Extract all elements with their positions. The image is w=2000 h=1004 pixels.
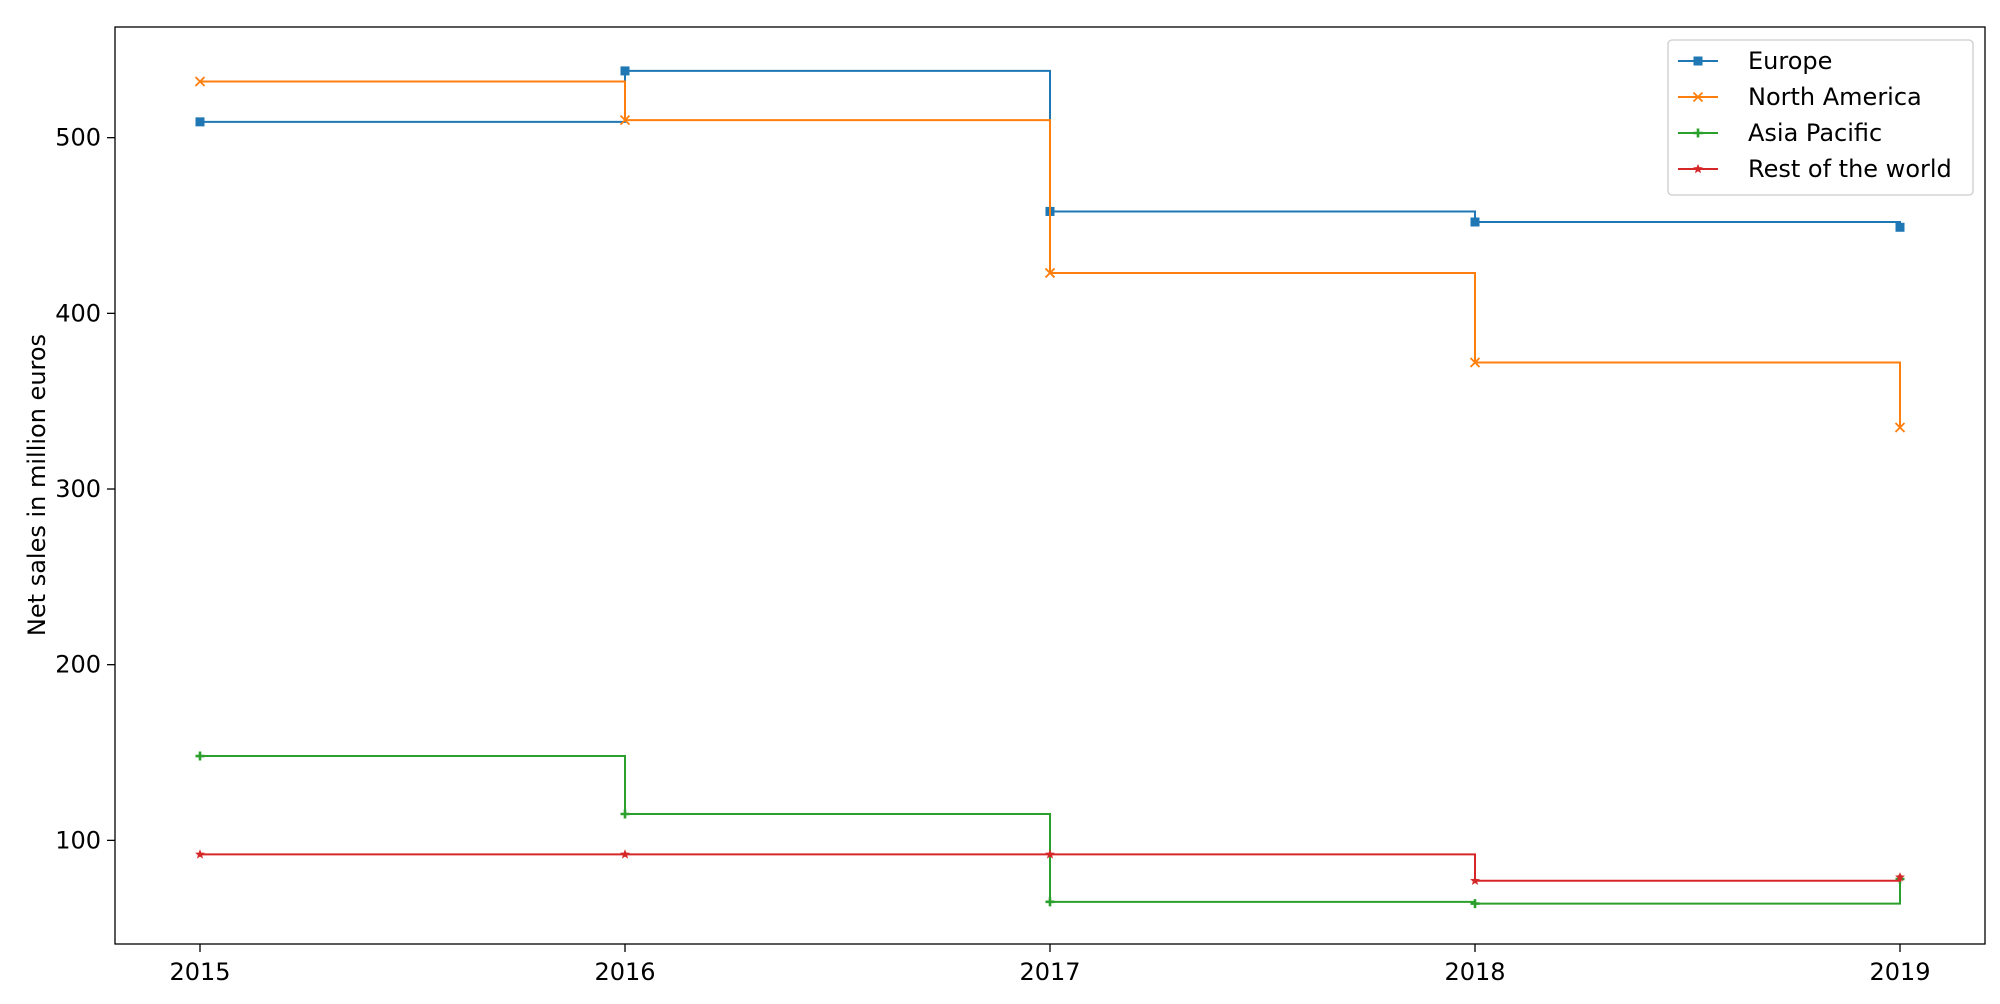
y-tick-label: 100 xyxy=(55,826,101,854)
data-point-rest-of-the-world xyxy=(1470,875,1480,885)
data-point-north-america xyxy=(1469,357,1481,368)
legend-frame xyxy=(1667,39,1974,196)
y-axis-label: Net sales in million euros xyxy=(23,334,51,636)
x-tick-label: 2015 xyxy=(169,958,230,986)
data-point-asia-pacific xyxy=(620,809,630,819)
data-point-europe xyxy=(1895,222,1905,232)
x-tick-label: 2019 xyxy=(1869,958,1930,986)
series-line-north-america xyxy=(200,80,1901,428)
series-layer xyxy=(194,66,1906,909)
data-point-north-america xyxy=(194,76,206,87)
legend-label: Rest of the world xyxy=(1748,155,1952,183)
y-tick-label: 500 xyxy=(55,124,101,152)
y-axis: 100 200 300 400 500 xyxy=(55,124,115,854)
x-tick-label: 2016 xyxy=(594,958,655,986)
legend-label: Europe xyxy=(1748,47,1832,75)
legend-swatch-marker xyxy=(1693,163,1703,174)
data-point-rest-of-the-world xyxy=(620,849,630,859)
data-point-rest-of-the-world xyxy=(195,849,205,859)
data-point-europe xyxy=(195,117,205,127)
legend-label: Asia Pacific xyxy=(1748,119,1882,147)
data-point-asia-pacific xyxy=(195,751,205,761)
data-point-europe xyxy=(620,66,630,76)
legend-swatch-marker xyxy=(1693,56,1703,66)
x-axis: 2015 2016 2017 2018 2019 xyxy=(169,944,1931,986)
legend-swatch-marker xyxy=(1692,91,1704,103)
series-north-america xyxy=(194,76,1906,433)
legend-swatch-marker xyxy=(1693,128,1703,138)
data-point-rest-of-the-world xyxy=(1895,872,1905,882)
data-point-rest-of-the-world xyxy=(1045,849,1055,859)
y-tick-label: 200 xyxy=(55,651,101,679)
data-point-asia-pacific xyxy=(1045,897,1055,907)
y-tick-label: 300 xyxy=(55,475,101,503)
legend-item-rest-of-the-world: Rest of the world xyxy=(1678,155,1952,183)
data-point-north-america xyxy=(1894,422,1906,433)
series-asia-pacific xyxy=(195,751,1905,909)
legend-label: North America xyxy=(1748,83,1922,111)
x-tick-label: 2018 xyxy=(1444,958,1505,986)
data-point-north-america xyxy=(1044,267,1056,279)
legend-item-north-america: North America xyxy=(1678,83,1922,111)
series-rest-of-the-world xyxy=(195,849,1905,885)
legend-item-europe: Europe xyxy=(1678,47,1832,75)
x-tick-label: 2017 xyxy=(1019,958,1080,986)
y-tick-label: 400 xyxy=(55,299,101,327)
data-point-asia-pacific xyxy=(1470,899,1480,909)
data-point-north-america xyxy=(619,114,631,126)
data-point-europe xyxy=(1470,217,1480,227)
legend-item-asia-pacific: Asia Pacific xyxy=(1678,119,1882,147)
legend: Europe North America Asia Pacific Rest of t… xyxy=(1667,39,1974,196)
